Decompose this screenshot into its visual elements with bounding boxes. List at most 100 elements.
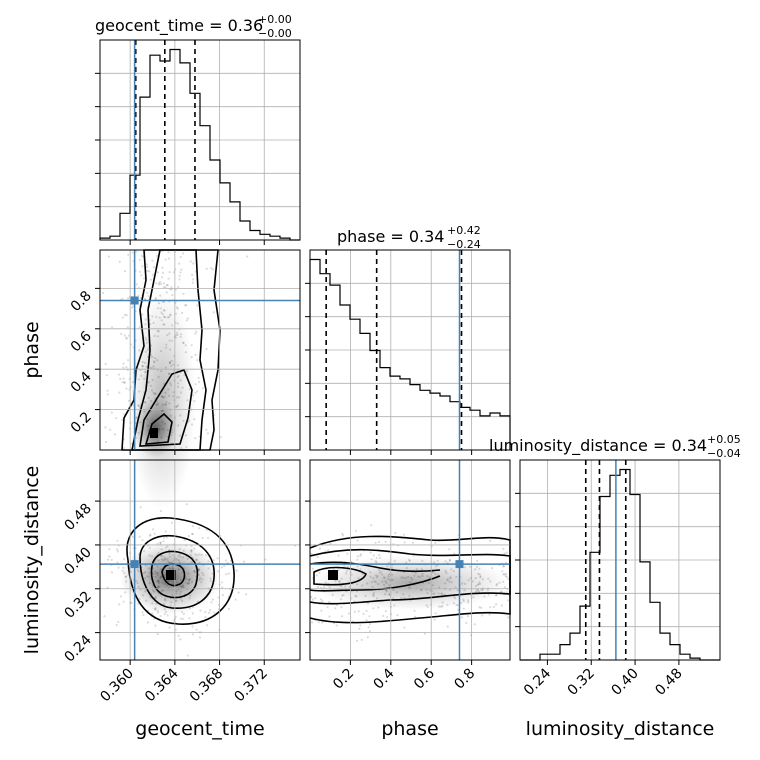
scatter-point [127,297,130,300]
scatter-point [368,615,371,618]
scatter-point [370,524,373,527]
scatter-point [156,633,159,636]
scatter-point [178,274,181,277]
panel-frame [99,39,301,241]
scatter-point [123,270,127,273]
scatter-point [168,626,171,629]
x-tick-label-luminosity_distance-2: 0.40 [609,666,642,699]
scatter-point [465,621,468,624]
scatter-point [362,612,365,615]
scatter-point [116,561,119,564]
scatter-point [311,621,314,624]
y-tick-label-phase-0: 0.2 [68,409,95,436]
scatter-point [162,540,165,543]
x-tick-label-geocent_time-3: 0.372 [231,666,271,706]
hist-geocent-time-panel [95,39,301,245]
title-luminosity-distance: luminosity_distance = 0.34 +0.05 −0.04 [489,433,741,460]
scatter-point [201,387,204,390]
title-geocent-time-plus: +0.00 [258,13,292,26]
scatter-point [195,330,198,333]
scatter-point [194,353,197,356]
scatter-point [502,547,505,550]
title-geocent-time: geocent_time = 0.36 +0.00 −0.00 [95,13,292,40]
x-tick-label-luminosity_distance-1: 0.32 [565,666,598,699]
scatter-point [384,610,387,613]
scatter-point [347,612,351,615]
scatter-point [212,311,215,314]
scatter-point [179,271,182,274]
scatter-point [137,294,140,297]
scatter-point [106,393,109,396]
scatter-point [121,316,124,319]
scatter-point [146,621,149,624]
x-axis-label-phase: phase [381,718,438,740]
scatter-point [206,432,209,435]
scatter-point [358,627,361,630]
scatter-point [402,533,405,536]
scatter-point [183,539,186,542]
scatter-point [341,532,344,535]
scatter-point [192,278,195,281]
scatter-point [194,332,197,335]
scatter-point [359,553,363,556]
scatter-point [329,542,332,545]
scatter-point [205,428,208,431]
y-tick-label-luminosity_distance-2: 0.40 [61,544,94,577]
panel-frame [309,249,511,451]
scatter-point [125,336,128,339]
scatter-point [182,612,185,615]
scatter-point [187,535,191,538]
density-peak-bin [328,570,338,580]
scatter-point [153,532,156,535]
scatter-point [165,283,168,287]
scatter-point [108,555,111,558]
scatter-point [138,535,141,538]
scatter-point [503,552,506,555]
scatter-point [122,362,125,365]
y-axis-label-phase: phase [21,321,43,378]
scatter-point [356,539,359,542]
scatter-point [246,255,249,258]
scatter-point [156,271,159,274]
scatter-point [434,612,437,615]
histogram-step [309,258,511,450]
scatter-point [185,503,188,506]
scatter-point [245,593,248,596]
hist-phase-panel [305,249,511,455]
scatter-point [132,305,135,308]
scatter-point [188,617,191,620]
scatter-point [117,566,120,569]
scatter-point [346,552,349,555]
x-axis-label-geocent-time: geocent_time [135,718,264,740]
scatter-point [104,363,107,366]
scatter-point [149,533,152,536]
scatter-point [320,609,323,612]
scatter-point [179,638,182,641]
scatter-point [216,557,219,560]
scatter-point [123,558,126,561]
scatter-point [366,636,369,639]
x-tick-label-geocent_time-0: 0.360 [97,666,137,706]
scatter-point [170,286,173,289]
scatter-point [384,540,387,543]
scatter-point [433,618,436,621]
scatter-point [310,552,313,555]
y-tick-label-phase-3: 0.8 [68,288,95,315]
contour-inner [150,550,199,599]
y-axis-label-luminosity-distance: luminosity_distance [21,466,43,655]
scatter-point [110,571,114,574]
scatter-point [119,595,122,598]
scatter-point [473,623,476,626]
x-tick-label-luminosity_distance-3: 0.48 [652,666,685,699]
scatter-point [489,539,492,542]
scatter-point [119,377,122,380]
scatter-point [181,617,184,620]
scatter-point [209,267,212,270]
scatter-point [123,381,126,384]
scatter-point [125,387,128,390]
scatter-point [205,267,208,270]
scatter-point [127,253,130,256]
scatter-point [131,251,134,254]
y-tick-label-luminosity_distance-3: 0.48 [61,501,94,534]
title-phase: phase = 0.34 +0.42 −0.24 [337,224,481,251]
